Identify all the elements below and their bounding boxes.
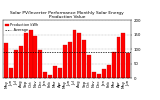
Bar <box>87 55 91 78</box>
Bar <box>68 42 72 78</box>
Bar <box>14 50 18 78</box>
Bar <box>63 45 67 78</box>
Bar <box>126 53 130 78</box>
Bar <box>77 33 81 78</box>
Bar <box>82 40 86 78</box>
Bar <box>116 37 120 78</box>
Bar <box>102 69 106 78</box>
Bar <box>19 46 23 78</box>
Bar <box>121 33 125 78</box>
Bar <box>112 52 116 78</box>
Bar <box>48 75 52 78</box>
Bar <box>97 74 101 78</box>
Bar <box>38 50 42 78</box>
Bar <box>58 68 62 78</box>
Bar <box>9 68 13 78</box>
Bar <box>107 65 111 78</box>
Bar <box>33 36 37 78</box>
Bar <box>43 72 47 78</box>
Title: Solar PV/Inverter Performance Monthly Solar Energy Production Value: Solar PV/Inverter Performance Monthly So… <box>10 11 124 19</box>
Bar <box>24 33 28 78</box>
Bar <box>4 43 8 78</box>
Bar <box>92 72 96 78</box>
Bar <box>29 30 32 78</box>
Bar <box>73 30 76 78</box>
Bar <box>53 66 57 78</box>
Legend: Production kWh, -- Average: Production kWh, -- Average <box>5 23 39 32</box>
